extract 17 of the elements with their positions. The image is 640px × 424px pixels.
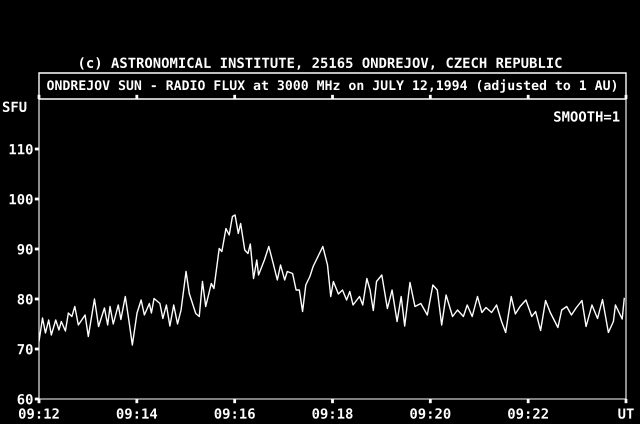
x-tick-label: 09:22 <box>508 408 548 419</box>
x-tick-label: 09:20 <box>410 408 450 419</box>
x-tick-label: 09:16 <box>214 408 255 419</box>
x-tick-label: UT <box>618 408 634 419</box>
y-axis-title: SFU <box>2 102 26 112</box>
y-tick-label: 60 <box>18 394 33 404</box>
annotation: SMOOTH=1 <box>554 111 620 122</box>
x-tick-label: 09:18 <box>312 408 353 419</box>
y-tick-label: 70 <box>18 344 33 354</box>
chart-title: (c) ASTRONOMICAL INSTITUTE, 25165 ONDREJOV, CZECH REPUBLIC <box>80 57 562 70</box>
chart-subtitle: ONDREJOV SUN - RADIO FLUX at 3000 MHz on JULY 12,1994 (adjusted to 1 AU) <box>47 79 616 93</box>
x-tick-label: 09:14 <box>116 408 158 419</box>
y-tick-label: 110 <box>10 144 33 154</box>
x-tick-label: 09:12 <box>18 408 59 419</box>
y-tick-label: 100 <box>10 194 33 204</box>
y-tick-label: 90 <box>17 244 33 255</box>
y-tick-label: 80 <box>18 294 33 304</box>
